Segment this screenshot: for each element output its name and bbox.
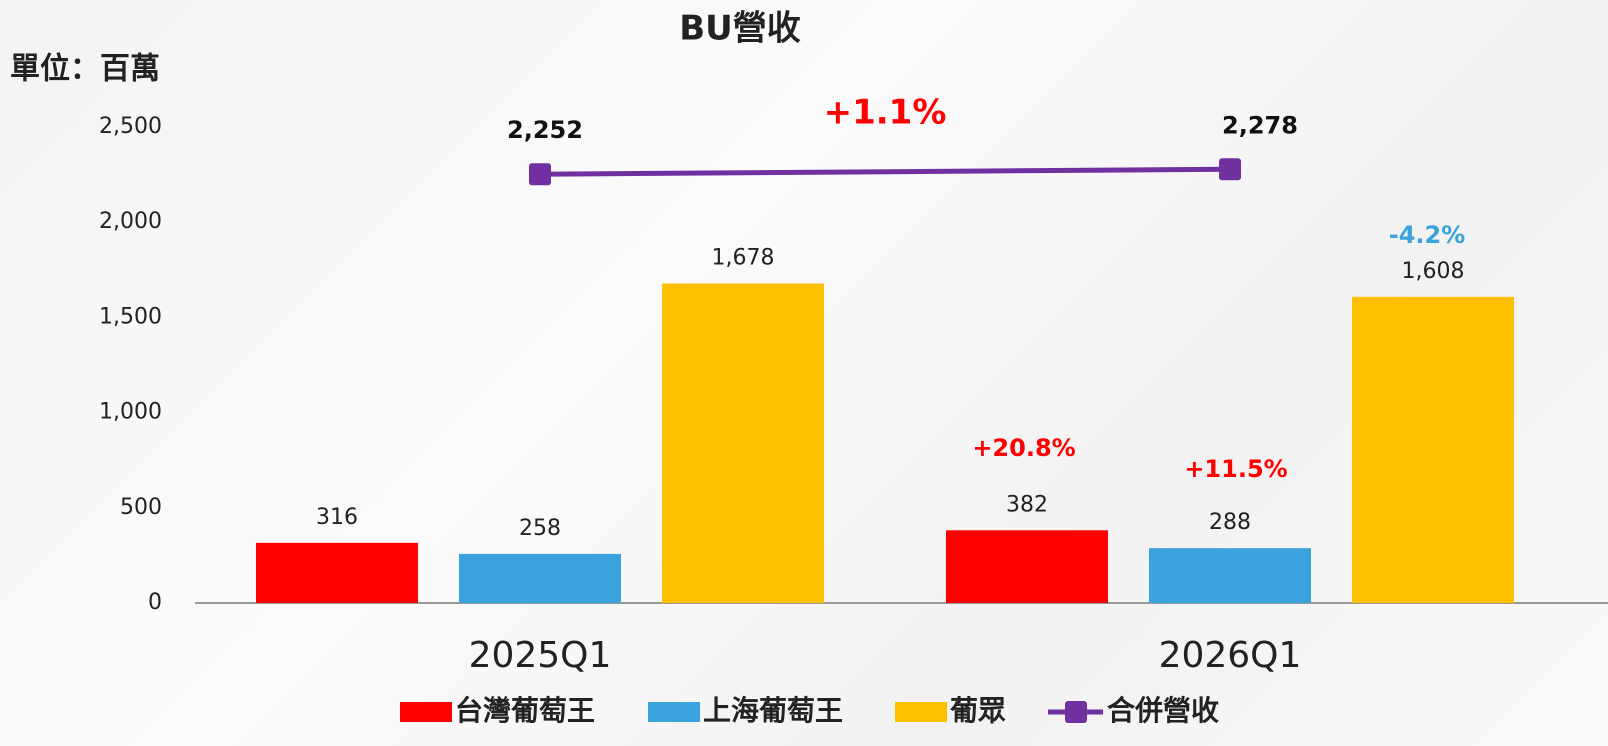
legend-swatch <box>895 702 947 722</box>
y-tick-label: 2,500 <box>99 114 162 139</box>
annotation: +1.1% <box>824 93 947 133</box>
value-label: 2,278 <box>1222 111 1298 139</box>
legend-swatch <box>1065 701 1087 723</box>
value-label: 1,608 <box>1402 259 1465 284</box>
chart-title: BU營收 <box>679 9 801 49</box>
legend-label: 葡眾 <box>950 694 1006 727</box>
legend-swatch <box>648 702 700 722</box>
value-label: 382 <box>1006 492 1048 517</box>
legend-label: 合併營收 <box>1107 694 1219 727</box>
value-label: 288 <box>1209 510 1251 535</box>
y-tick-label: 500 <box>120 495 162 520</box>
value-label: 316 <box>316 505 358 530</box>
value-label: 1,678 <box>712 246 775 271</box>
y-tick-label: 2,000 <box>99 209 162 234</box>
legend-label: 台灣葡萄王 <box>455 694 595 727</box>
line <box>539 166 1231 177</box>
bar <box>662 283 824 603</box>
value-label: 258 <box>519 516 561 541</box>
y-tick-label: 1,000 <box>99 400 162 425</box>
x-tick-label: 2025Q1 <box>469 635 612 676</box>
x-tick-label: 2026Q1 <box>1159 635 1302 676</box>
bar <box>459 553 621 603</box>
value-label: 2,252 <box>507 116 583 144</box>
unit-label: 單位：百萬 <box>10 52 160 87</box>
y-tick-label: 1,500 <box>99 304 162 329</box>
y-tick-label: 0 <box>148 590 162 615</box>
legend-swatch <box>400 702 452 722</box>
annotation: -4.2% <box>1389 221 1466 249</box>
annotation: +20.8% <box>972 434 1075 462</box>
bar <box>946 530 1108 603</box>
line-marker <box>1219 158 1241 181</box>
bar <box>1149 548 1311 603</box>
line-marker <box>529 163 551 186</box>
legend-label: 上海葡萄王 <box>703 694 843 727</box>
bar <box>256 542 418 603</box>
bar <box>1352 296 1514 603</box>
annotation: +11.5% <box>1184 455 1287 483</box>
